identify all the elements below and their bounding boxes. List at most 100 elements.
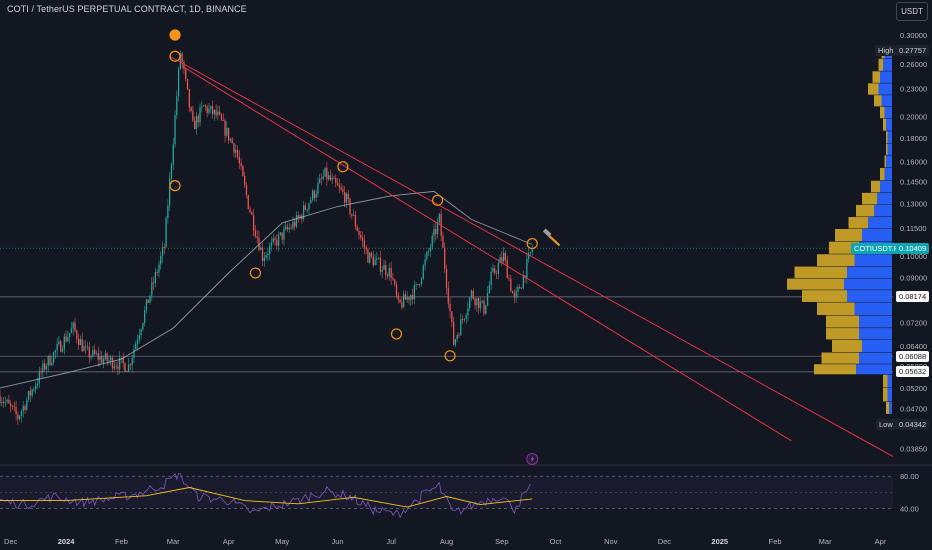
- candle: [144, 306, 146, 327]
- vp-down-bar: [835, 228, 862, 242]
- vp-up-bar: [887, 374, 892, 388]
- candle: [158, 260, 160, 278]
- candle-body: [286, 226, 289, 230]
- candle: [231, 137, 233, 144]
- candle: [13, 401, 15, 412]
- candle: [215, 104, 217, 119]
- candle-body: [195, 115, 198, 130]
- time-axis-label: Apr: [875, 537, 887, 546]
- candle-body: [415, 284, 417, 286]
- candle-body: [36, 383, 39, 386]
- high-label: High: [875, 45, 897, 57]
- candle-body: [131, 357, 133, 366]
- candle-body: [252, 214, 255, 231]
- candle-body: [51, 362, 53, 365]
- candle-body: [338, 185, 340, 188]
- candle-body: [365, 247, 367, 250]
- time-axis-label: Apr: [223, 537, 235, 546]
- candle-body: [126, 371, 128, 372]
- candle-body: [24, 406, 26, 410]
- candle-body: [267, 253, 269, 255]
- candle: [415, 282, 417, 291]
- candle: [152, 276, 155, 291]
- candle: [110, 354, 112, 366]
- candle-body: [106, 353, 108, 361]
- candle: [26, 396, 28, 412]
- candle: [517, 284, 519, 298]
- candle: [390, 261, 392, 286]
- candle-body: [269, 246, 271, 254]
- pivot-marker: [444, 350, 456, 362]
- candle: [369, 252, 371, 265]
- time-axis-label: Oct: [550, 537, 563, 546]
- candle: [445, 264, 448, 295]
- price-tick-label: 0.30000: [900, 31, 927, 40]
- price-tick-label: 0.05200: [900, 384, 927, 393]
- candle-body: [69, 332, 71, 337]
- vp-up-bar: [844, 278, 892, 290]
- candle-body: [410, 295, 412, 301]
- candle: [469, 296, 471, 312]
- candle: [202, 104, 205, 107]
- candle: [4, 396, 7, 408]
- candle: [151, 277, 153, 301]
- candle-body: [374, 259, 376, 266]
- volume-profile-row: [878, 58, 892, 71]
- candle: [35, 381, 37, 394]
- candle: [177, 66, 180, 102]
- candle-body: [401, 302, 403, 308]
- candle-body: [526, 258, 528, 278]
- vp-up-bar: [859, 328, 892, 340]
- candle: [281, 232, 283, 244]
- candle-body: [76, 330, 78, 340]
- price-tick-label: 0.13000: [900, 199, 927, 208]
- candle: [377, 257, 380, 260]
- candle-body: [386, 274, 389, 277]
- candle: [10, 400, 12, 413]
- pivot-marker: [390, 328, 403, 340]
- candle-body: [417, 284, 419, 285]
- candle: [479, 297, 482, 313]
- candle: [44, 359, 46, 372]
- price-tick-label: 0.03850: [900, 444, 927, 453]
- candle-body: [60, 341, 62, 352]
- vp-down-bar: [817, 254, 855, 267]
- candle: [444, 242, 446, 273]
- candle-body: [49, 355, 51, 365]
- candle-body: [299, 215, 301, 219]
- candle: [379, 250, 382, 276]
- candle: [197, 113, 199, 128]
- vp-up-bar: [862, 339, 892, 353]
- candle-body: [317, 183, 319, 194]
- candle-body: [445, 268, 448, 288]
- candle-body: [31, 389, 33, 396]
- candle-body: [420, 278, 423, 285]
- vp-down-bar: [880, 106, 885, 119]
- candle-body: [336, 182, 339, 186]
- candle-body: [260, 247, 262, 251]
- candle-body: [377, 257, 380, 259]
- candle: [6, 398, 8, 405]
- candle: [352, 209, 355, 216]
- candle: [420, 276, 423, 287]
- candle: [485, 305, 487, 315]
- time-axis-label: Jun: [332, 537, 344, 546]
- candle-body: [190, 107, 192, 111]
- candle-body: [169, 178, 171, 206]
- candle: [272, 233, 274, 245]
- candle-body: [463, 318, 466, 320]
- candle-body: [4, 401, 7, 403]
- candle: [213, 109, 215, 121]
- candle: [147, 299, 149, 303]
- candle: [176, 90, 178, 120]
- candle: [345, 191, 348, 208]
- candle-body: [102, 359, 105, 363]
- candle: [90, 354, 92, 361]
- candle-body: [133, 349, 135, 358]
- candle-body: [1, 402, 3, 404]
- pivot-marker: [169, 50, 181, 62]
- candle-body: [444, 247, 446, 269]
- candle: [33, 386, 35, 393]
- currency-button[interactable]: USDT: [896, 2, 928, 21]
